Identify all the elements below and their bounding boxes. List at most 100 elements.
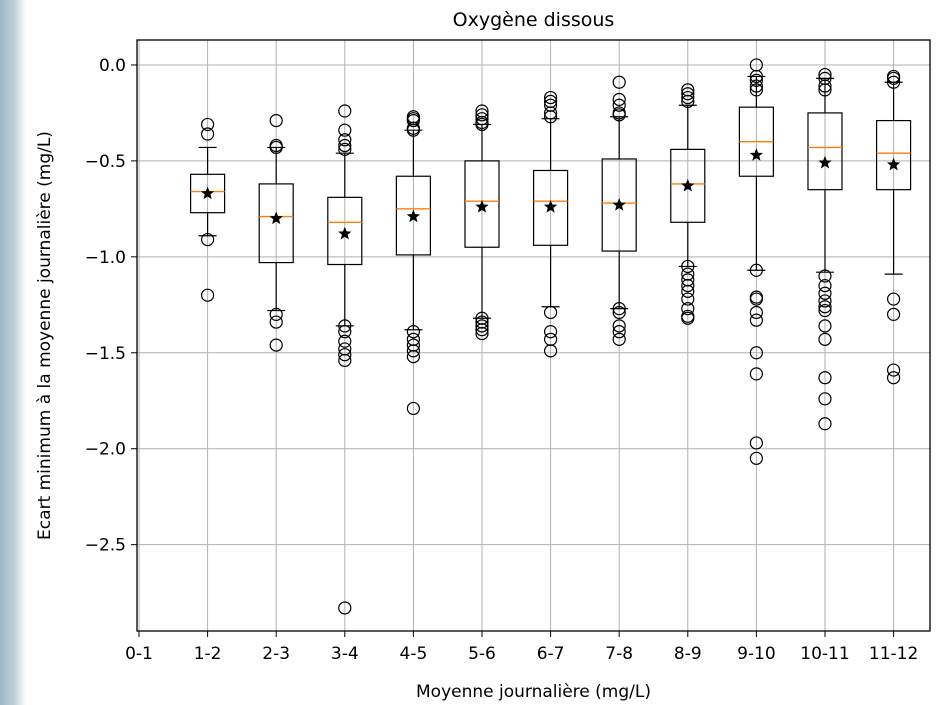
box-6-7	[532, 90, 569, 358]
x-tick-label: 4-5	[400, 644, 428, 664]
outlier-point	[886, 371, 901, 385]
box-4-5	[395, 110, 431, 416]
outlier-point	[200, 288, 215, 302]
x-tick-label: 9-10	[737, 644, 776, 664]
mean-star	[612, 198, 626, 211]
box-10-11	[807, 67, 843, 431]
mean-star	[681, 178, 695, 192]
box-iqr	[807, 112, 843, 191]
box-3-4	[327, 104, 363, 615]
outlier-point	[818, 279, 832, 293]
box-9-10	[738, 58, 774, 465]
x-tick-label: 10-11	[800, 644, 849, 664]
outlier-point	[749, 305, 763, 320]
x-tick-label: 5-6	[468, 644, 496, 664]
y-tick-label: −1.5	[85, 344, 126, 364]
x-tick-label: 11-12	[869, 644, 918, 664]
outlier-point	[406, 350, 420, 364]
y-tick-label: −1.0	[85, 248, 126, 268]
outlier-point	[406, 401, 420, 416]
box-iqr	[875, 119, 912, 191]
mean-star	[338, 226, 352, 240]
outlier-point	[338, 601, 352, 615]
outlier-point	[749, 436, 763, 450]
outlier-point	[612, 325, 626, 339]
outlier-point	[818, 371, 832, 385]
x-tick-label: 8-9	[674, 644, 702, 664]
outlier-point	[338, 138, 352, 153]
outlier-point	[818, 269, 832, 283]
box-iqr	[395, 175, 431, 256]
outlier-point	[475, 108, 489, 122]
outlier-point	[749, 292, 763, 306]
outlier-point	[338, 348, 352, 362]
outlier-point	[612, 98, 626, 112]
y-axis-ticks: 0.0 −0.5 −1.0 −1.5 −2.0 −2.5	[85, 56, 137, 556]
outlier-point	[886, 363, 901, 377]
mean-star	[818, 155, 832, 169]
x-axis-ticks: 0-1 1-2 2-3 3-4 4-5 5-6 6-7 7-8 8-9 9-10 10-11 11-1…	[125, 631, 918, 664]
outlier-point	[818, 300, 832, 314]
mean-star	[543, 199, 558, 213]
outlier-point	[681, 279, 695, 293]
outlier-point	[818, 417, 832, 431]
y-tick-label: −0.5	[85, 152, 126, 172]
plot-area-frame	[136, 39, 931, 632]
outlier-point	[543, 106, 558, 120]
outlier-point	[818, 79, 832, 93]
y-axis-label: Ecart minimum à la moyenne journalière (…	[35, 131, 55, 540]
outlier-point	[406, 325, 420, 339]
mean-star	[406, 209, 421, 223]
outlier-point	[338, 133, 352, 147]
outlier-point	[612, 108, 626, 122]
box-iqr	[189, 173, 226, 214]
outlier-point	[749, 313, 763, 327]
box-iqr	[670, 148, 706, 223]
outlier-point	[818, 303, 832, 318]
outlier-point	[338, 319, 352, 333]
outlier-point	[749, 69, 763, 84]
outlier-point	[475, 112, 489, 126]
outlier-point	[338, 325, 352, 339]
outlier-point	[543, 90, 558, 105]
outlier-point	[818, 392, 832, 406]
outlier-point	[886, 71, 901, 85]
outlier-point	[886, 75, 901, 89]
outlier-point	[475, 117, 489, 132]
outlier-point	[681, 292, 695, 306]
outlier-point	[475, 326, 489, 341]
outlier-point	[886, 292, 901, 306]
outlier-point	[681, 94, 695, 109]
box-iqr	[327, 196, 363, 266]
outlier-point	[749, 73, 763, 87]
outlier-point	[269, 307, 283, 321]
outlier-point	[749, 79, 763, 93]
outlier-point	[818, 319, 832, 333]
outlier-point	[681, 259, 695, 274]
outlier-point	[200, 117, 215, 132]
outlier-point	[543, 305, 558, 320]
outlier-point	[749, 346, 763, 360]
outlier-point	[612, 75, 626, 89]
outlier-point	[612, 92, 626, 107]
outlier-point	[681, 311, 695, 325]
x-axis-label: Moyenne journalière (mg/L)	[416, 682, 651, 702]
outlier-point	[681, 90, 695, 105]
outlier-point	[269, 113, 283, 128]
outlier-point	[749, 367, 763, 381]
outlier-point	[681, 302, 695, 316]
outlier-point	[406, 113, 420, 128]
outlier-point	[543, 325, 558, 339]
box-iqr	[464, 160, 500, 248]
box-7-8	[601, 75, 637, 346]
outlier-point	[338, 123, 352, 137]
box-iqr	[601, 158, 637, 252]
outlier-point	[749, 451, 763, 465]
outlier-point	[886, 307, 901, 321]
box-iqr	[258, 183, 294, 264]
box-iqr	[532, 169, 569, 246]
outlier-point	[612, 305, 626, 320]
outlier-point	[818, 294, 832, 308]
mean-star	[269, 211, 283, 225]
